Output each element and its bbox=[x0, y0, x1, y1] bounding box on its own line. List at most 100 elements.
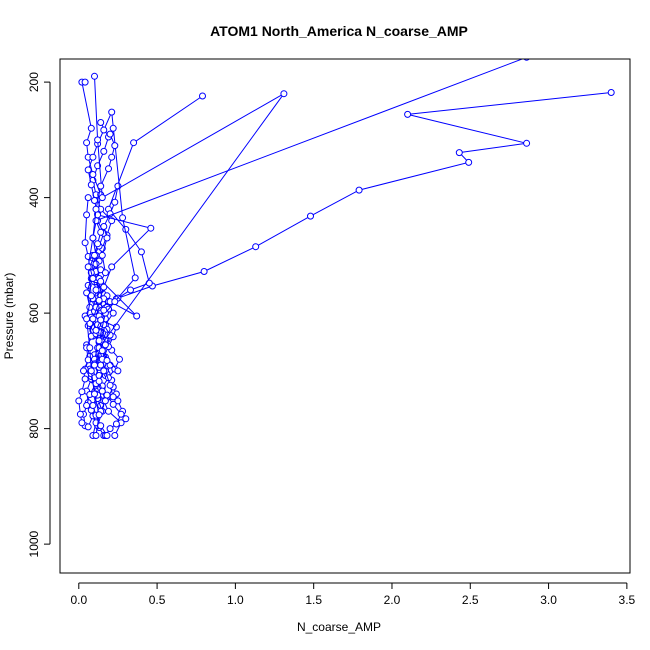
data-point bbox=[280, 90, 288, 98]
data-point bbox=[109, 309, 117, 317]
data-point bbox=[97, 316, 105, 324]
data-point bbox=[87, 124, 95, 132]
x-axis: 0.0 0.5 1.0 1.5 2.0 2.5 3.0 3.5 bbox=[70, 582, 636, 607]
data-point bbox=[95, 377, 103, 385]
data-point bbox=[94, 240, 102, 248]
data-point bbox=[78, 388, 86, 396]
data-point bbox=[97, 277, 105, 285]
data-point bbox=[98, 251, 106, 259]
y-tick-label: 400 bbox=[27, 187, 41, 207]
x-tick-label: 3.5 bbox=[619, 593, 636, 607]
data-point bbox=[404, 110, 412, 118]
data-point bbox=[103, 234, 111, 242]
data-point bbox=[98, 194, 106, 202]
data-point bbox=[108, 153, 116, 161]
data-point bbox=[80, 367, 87, 375]
data-point bbox=[83, 211, 91, 219]
data-point bbox=[111, 198, 119, 206]
y-axis-label: Pressure (mbar) bbox=[2, 273, 16, 360]
data-point bbox=[101, 397, 109, 405]
data-point bbox=[87, 181, 95, 189]
data-point bbox=[89, 402, 97, 409]
data-point bbox=[84, 166, 92, 174]
data-point bbox=[86, 344, 94, 352]
data-point bbox=[119, 214, 127, 222]
data-point bbox=[92, 326, 100, 334]
data-point bbox=[92, 286, 100, 294]
data-point bbox=[91, 251, 98, 259]
data-point bbox=[95, 411, 103, 419]
data-point bbox=[137, 248, 145, 256]
data-point bbox=[83, 139, 91, 147]
data-point bbox=[97, 182, 105, 190]
data-point bbox=[147, 224, 155, 232]
data-point bbox=[87, 367, 95, 375]
data-point bbox=[97, 119, 105, 126]
data-point bbox=[111, 142, 119, 150]
data-point bbox=[91, 72, 98, 80]
data-point bbox=[117, 410, 125, 418]
x-tick-label: 0.0 bbox=[70, 593, 87, 607]
data-point bbox=[75, 397, 83, 405]
data-point bbox=[114, 397, 122, 405]
data-point bbox=[122, 415, 130, 423]
x-tick-label: 1.0 bbox=[227, 593, 244, 607]
data-point bbox=[103, 357, 111, 364]
data-point bbox=[100, 147, 108, 155]
data-point bbox=[111, 432, 119, 439]
data-point bbox=[81, 375, 89, 383]
data-point bbox=[95, 296, 103, 304]
data-point bbox=[106, 425, 114, 433]
data-point bbox=[131, 274, 139, 282]
series-line bbox=[90, 92, 612, 426]
x-tick-label: 0.5 bbox=[149, 593, 166, 607]
data-point bbox=[98, 387, 106, 395]
data-point bbox=[91, 197, 98, 204]
data-point bbox=[89, 171, 97, 178]
series-line bbox=[86, 128, 116, 436]
data-point bbox=[91, 390, 98, 398]
data-point bbox=[84, 194, 92, 202]
data-point bbox=[92, 260, 100, 268]
data-point bbox=[465, 158, 473, 166]
data-point bbox=[109, 400, 117, 408]
data-point bbox=[112, 420, 120, 428]
data-point bbox=[109, 393, 117, 401]
data-point bbox=[127, 286, 134, 294]
data-point bbox=[101, 341, 109, 349]
data-point bbox=[89, 275, 97, 282]
data-point bbox=[105, 165, 112, 173]
chart-title: ATOM1 North_America N_coarse_AMP bbox=[210, 23, 468, 39]
y-tick-label: 200 bbox=[27, 72, 41, 92]
data-point bbox=[100, 283, 108, 291]
data-point bbox=[114, 367, 122, 375]
data-point bbox=[91, 361, 98, 369]
x-tick-label: 1.5 bbox=[305, 593, 322, 607]
x-axis-label: N_coarse_AMP bbox=[297, 620, 381, 634]
data-point bbox=[81, 78, 89, 86]
series-line bbox=[89, 59, 524, 412]
data-point bbox=[130, 139, 138, 147]
data-point bbox=[94, 136, 102, 144]
data-point bbox=[84, 263, 92, 271]
data-point bbox=[76, 410, 84, 418]
data-point bbox=[116, 355, 123, 363]
data-point bbox=[83, 402, 91, 409]
data-point bbox=[100, 126, 108, 134]
data-point bbox=[101, 269, 109, 277]
data-point bbox=[100, 306, 108, 314]
data-point bbox=[108, 108, 116, 116]
x-tick-label: 2.5 bbox=[462, 593, 479, 607]
data-point bbox=[523, 139, 531, 147]
data-point bbox=[455, 149, 463, 157]
data-point bbox=[355, 186, 363, 194]
series-12 bbox=[91, 72, 288, 401]
data-point bbox=[103, 432, 111, 439]
data-point bbox=[106, 381, 114, 389]
data-point bbox=[89, 315, 97, 323]
data-point bbox=[199, 92, 206, 100]
data-point bbox=[111, 298, 119, 306]
data-point bbox=[78, 419, 86, 427]
data-point bbox=[89, 153, 97, 161]
x-tick-label: 3.0 bbox=[540, 593, 557, 607]
